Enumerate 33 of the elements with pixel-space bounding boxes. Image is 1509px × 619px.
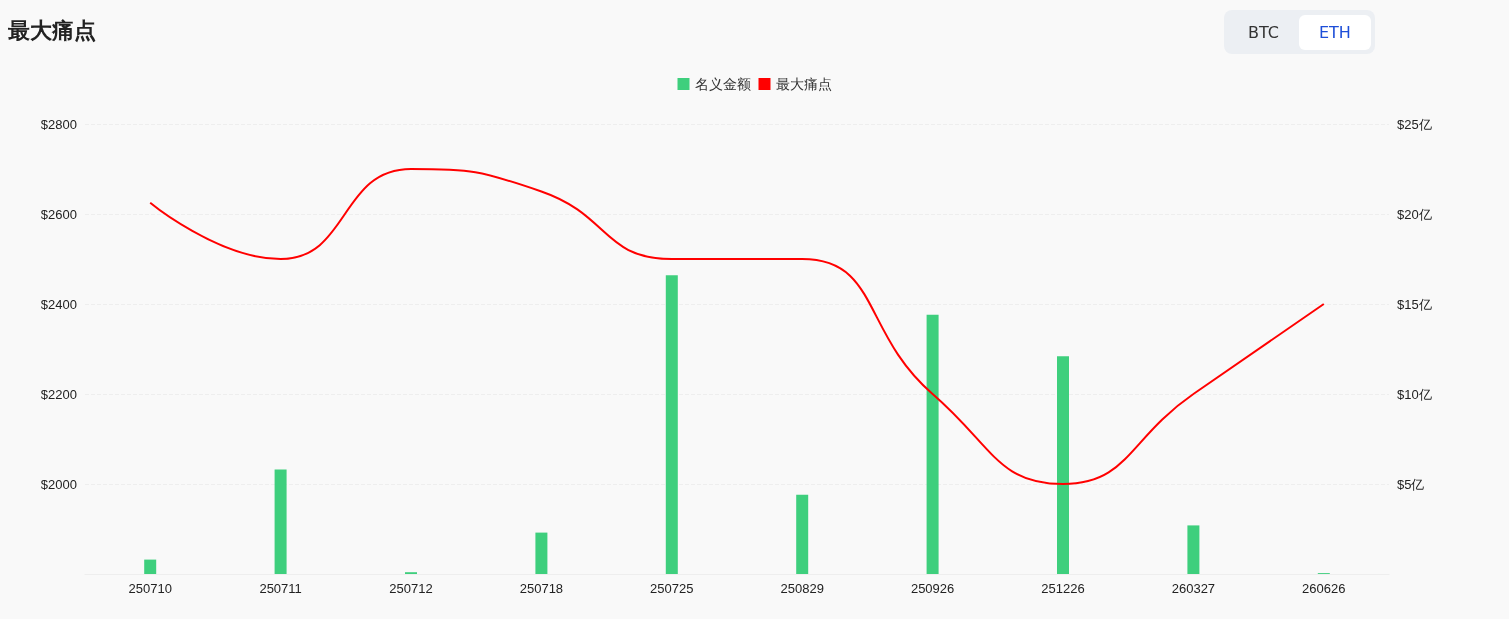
bar xyxy=(1057,356,1069,574)
legend-label: 名义金额 xyxy=(694,76,751,92)
x-tick-label: 260626 xyxy=(1302,581,1346,596)
x-tick-label: 251226 xyxy=(1041,581,1085,596)
y-tick-label: $2600 xyxy=(40,206,77,222)
y2-tick-label: $15亿 xyxy=(1397,296,1432,312)
bar xyxy=(665,275,678,574)
x-tick-label: 250725 xyxy=(650,581,694,596)
bar xyxy=(144,559,157,574)
bar xyxy=(274,469,287,574)
legend-label: 最大痛点 xyxy=(775,76,832,92)
bar xyxy=(926,314,939,574)
line-series xyxy=(149,168,1325,485)
y2-tick-label: $5亿 xyxy=(1397,476,1425,492)
y-tick-label: $2000 xyxy=(40,476,77,492)
x-tick-label: 250718 xyxy=(519,581,564,596)
bar xyxy=(796,494,809,574)
x-tick-label: 250926 xyxy=(910,581,955,596)
y2-tick-label: $25亿 xyxy=(1397,116,1432,132)
x-tick-label: 250710 xyxy=(128,581,172,596)
currency-toggle: BTC ETH xyxy=(1224,10,1375,54)
chart-title: 最大痛点 xyxy=(8,17,96,45)
x-tick-label: 250711 xyxy=(259,581,302,596)
bar xyxy=(535,532,548,574)
y-tick-label: $2800 xyxy=(40,116,77,132)
y-tick-label: $2400 xyxy=(40,296,77,312)
x-tick-label: 250712 xyxy=(389,581,433,596)
y-tick-label: $2200 xyxy=(40,386,77,402)
y2-tick-label: $10亿 xyxy=(1397,386,1432,402)
bar xyxy=(1187,525,1200,574)
x-tick-label: 250829 xyxy=(780,581,824,596)
y2-tick-label: $20亿 xyxy=(1397,206,1432,222)
x-tick-label: 260327 xyxy=(1171,581,1216,596)
